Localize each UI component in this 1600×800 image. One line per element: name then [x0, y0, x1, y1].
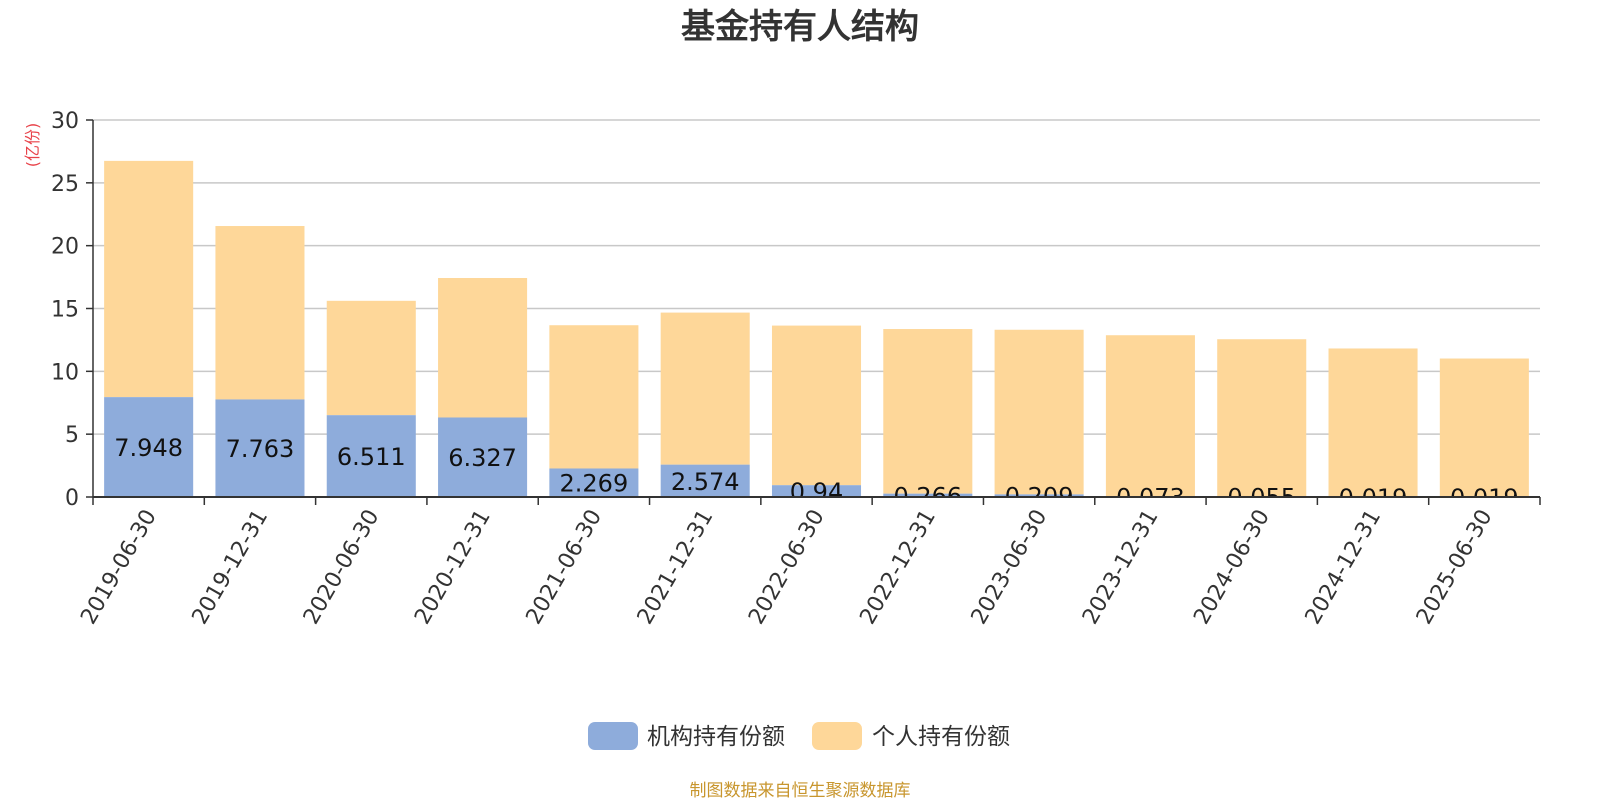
bar-institutional[interactable] [438, 417, 528, 497]
legend-label-individual[interactable]: 个人持有份额 [872, 724, 1010, 750]
data-label-institutional: 7.763 [226, 435, 295, 463]
bar-institutional[interactable] [883, 493, 973, 497]
data-label-institutional: 2.269 [560, 470, 629, 498]
data-label-institutional: 7.948 [114, 434, 183, 462]
bar-individual[interactable] [883, 329, 973, 494]
bar-individual[interactable] [1439, 358, 1529, 497]
y-tick-label: 0 [65, 486, 79, 511]
bar-institutional[interactable] [104, 397, 194, 497]
bar-individual[interactable] [549, 325, 639, 469]
bar-individual[interactable] [104, 160, 194, 398]
bar-institutional[interactable] [994, 494, 1084, 497]
y-tick-label: 25 [51, 172, 79, 197]
bar-individual[interactable] [771, 325, 862, 486]
legend-label-institutional[interactable]: 机构持有份额 [647, 724, 785, 750]
bar-individual[interactable] [215, 226, 305, 400]
bar-individual[interactable] [326, 300, 416, 416]
chart-title: 基金持有人结构 [681, 7, 919, 47]
bar-institutional[interactable] [660, 464, 750, 497]
data-label-institutional: 2.574 [671, 468, 740, 496]
source-note: 制图数据来自恒生聚源数据库 [690, 781, 911, 800]
y-tick-label: 5 [65, 423, 79, 448]
bar-individual[interactable] [1217, 339, 1307, 497]
bar-individual[interactable] [1328, 348, 1418, 497]
bar-institutional[interactable] [326, 415, 416, 497]
y-tick-label: 20 [51, 235, 79, 260]
bar-institutional[interactable] [771, 485, 862, 497]
legend[interactable]: 机构持有份额 个人持有份额 [588, 722, 1010, 750]
bar-institutional[interactable] [215, 399, 305, 497]
data-label-institutional: 6.511 [337, 443, 406, 471]
bar-individual[interactable] [660, 312, 750, 465]
bar-individual[interactable] [438, 278, 528, 418]
bar-individual[interactable] [1105, 335, 1195, 497]
y-axis-label: (亿份) [23, 123, 42, 168]
bar-institutional[interactable] [549, 468, 639, 497]
y-tick-label: 30 [51, 109, 79, 134]
legend-swatch-institutional[interactable] [588, 722, 638, 750]
bars: 7.9487.7636.5116.3272.2692.5740.940.2660… [104, 160, 1529, 512]
baseline-cover [91, 498, 1542, 528]
y-tick-label: 15 [51, 298, 79, 323]
bar-individual[interactable] [994, 329, 1084, 495]
data-label-institutional: 6.327 [448, 444, 517, 472]
y-tick-label: 10 [51, 360, 79, 385]
legend-swatch-individual[interactable] [812, 722, 862, 750]
